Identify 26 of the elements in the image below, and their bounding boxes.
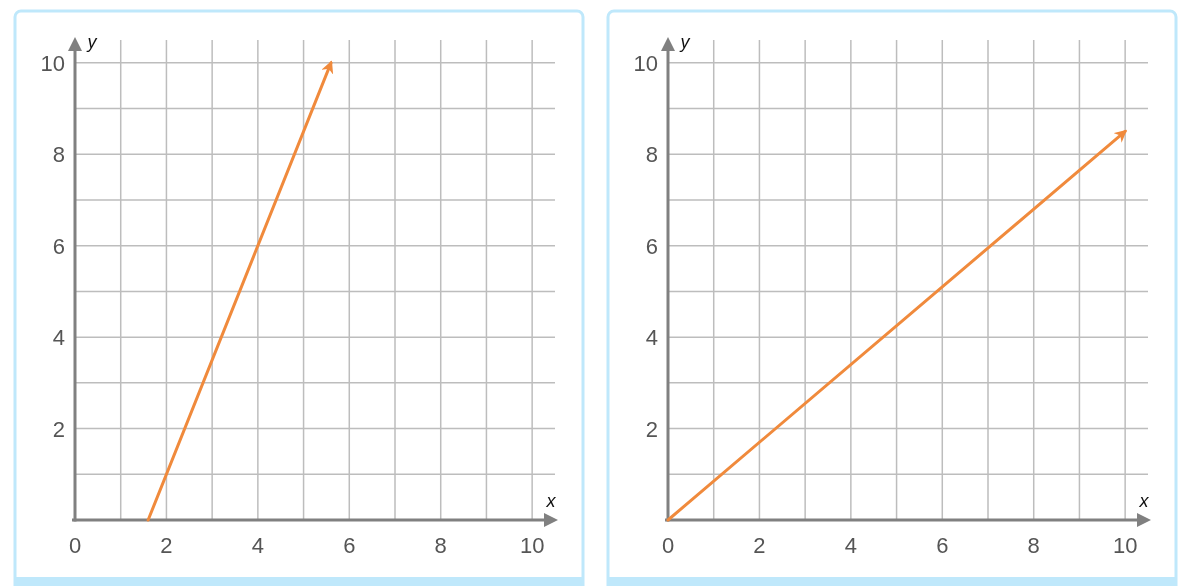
x-tick-label: 0 bbox=[661, 532, 675, 558]
x-tick-label: 2 bbox=[753, 532, 766, 558]
x-tick-label: 6 bbox=[936, 532, 949, 558]
y-tick-label: 10 bbox=[40, 50, 65, 76]
y-tick-label: 4 bbox=[645, 324, 658, 350]
y-tick-label: 8 bbox=[645, 141, 658, 167]
y-tick-label: 8 bbox=[52, 141, 65, 167]
x-tick-label: 10 bbox=[519, 532, 545, 558]
x-tick-label: 8 bbox=[434, 532, 447, 558]
y-tick-label: 2 bbox=[52, 416, 65, 442]
x-tick-label: 4 bbox=[251, 532, 264, 558]
x-tick-label: 8 bbox=[1027, 532, 1040, 558]
x-axis-title: x bbox=[1138, 491, 1150, 511]
y-tick-label: 10 bbox=[633, 50, 658, 76]
y-axis-title: y bbox=[85, 32, 98, 52]
x-tick-label: 2 bbox=[160, 532, 173, 558]
x-tick-label: 6 bbox=[343, 532, 356, 558]
y-tick-label: 6 bbox=[52, 233, 65, 259]
y-tick-label: 2 bbox=[645, 416, 658, 442]
x-tick-label: 0 bbox=[68, 532, 82, 558]
x-tick-label: 4 bbox=[844, 532, 857, 558]
x-tick-label: 10 bbox=[1112, 532, 1138, 558]
y-axis-title: y bbox=[678, 32, 691, 52]
x-axis-title: x bbox=[545, 491, 557, 511]
y-tick-label: 4 bbox=[52, 324, 65, 350]
y-tick-label: 6 bbox=[645, 233, 658, 259]
